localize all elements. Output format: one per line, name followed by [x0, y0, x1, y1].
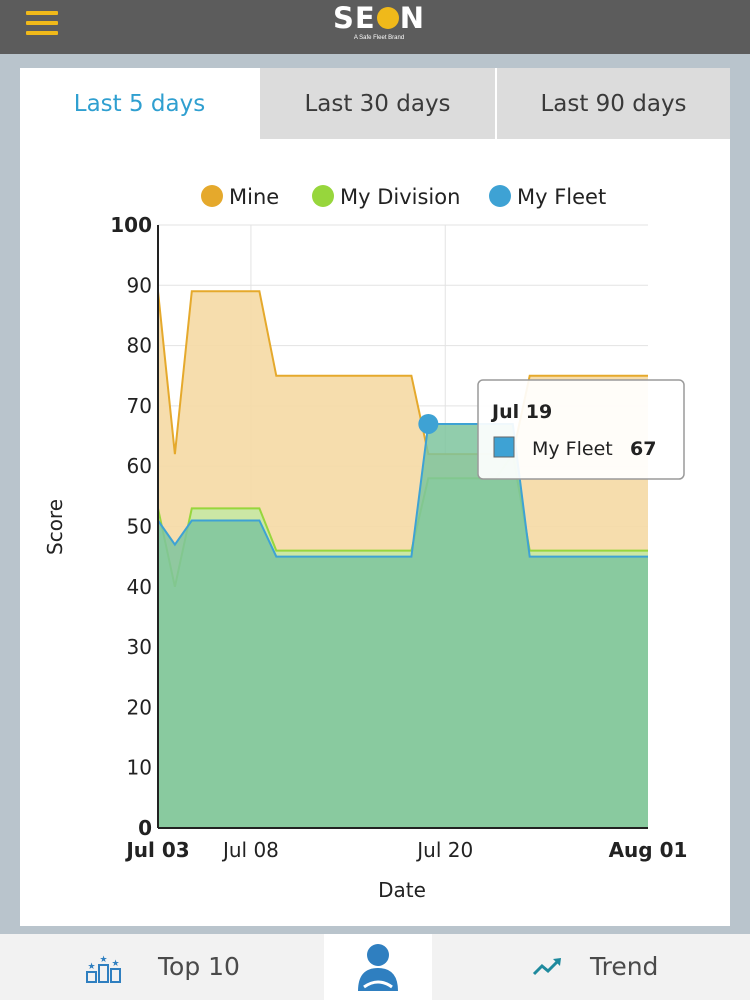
- menu-icon[interactable]: [26, 11, 58, 35]
- y-tick-70: 70: [127, 394, 152, 418]
- tooltip-series: My Fleet: [532, 438, 613, 460]
- tab-last-5-days[interactable]: Last 5 days: [20, 68, 259, 139]
- y-tick-30: 30: [127, 635, 152, 659]
- tooltip-date: Jul 19: [490, 401, 552, 423]
- legend-dot-my-fleet: [489, 185, 511, 207]
- tab-last-90-days[interactable]: Last 90 days: [495, 68, 730, 139]
- y-tick-60: 60: [127, 454, 152, 478]
- y-tick-0: 0: [138, 816, 152, 840]
- svg-text:★: ★: [87, 962, 95, 972]
- chart-legend: Mine My Division My Fleet: [201, 185, 606, 209]
- chart-areas: [157, 290, 648, 828]
- svg-text:★: ★: [111, 959, 119, 969]
- top10-nav-button[interactable]: ★ ★ ★ Top 10: [0, 934, 324, 1000]
- x-tick-1: Jul 08: [221, 838, 279, 862]
- tooltip-box: [477, 379, 685, 480]
- legend-label-my-division: My Division: [340, 185, 460, 209]
- y-tick-100: 100: [110, 213, 152, 237]
- y-tick-10: 10: [127, 756, 152, 780]
- legend-label-my-fleet: My Fleet: [517, 185, 606, 209]
- x-tick-3: Aug 01: [609, 838, 688, 862]
- tooltip-value: 67: [630, 438, 656, 460]
- trend-line-icon: [532, 958, 561, 976]
- trend-label: Trend: [590, 952, 659, 981]
- y-tick-90: 90: [127, 273, 152, 297]
- podium-stars-icon: ★ ★ ★: [86, 955, 121, 983]
- x-tick-0: Jul 03: [124, 838, 189, 862]
- score-chart[interactable]: Mine My Division My Fleet 0 10 20 30 40 50 60 70 8…: [20, 68, 730, 926]
- brand-tagline: A Safe Fleet Brand: [353, 35, 405, 41]
- period-tabs: Last 5 days Last 30 days Last 90 days: [20, 68, 730, 139]
- tooltip-swatch: [493, 436, 515, 458]
- bottom-nav: ★ ★ ★ Top 10 Trend: [0, 934, 750, 1000]
- driver-icon: [358, 944, 398, 991]
- score-card: Last 5 days Last 30 days Last 90 days Mi…: [20, 68, 730, 926]
- driver-nav-button[interactable]: [324, 934, 432, 1000]
- legend-dot-mine: [201, 185, 223, 207]
- y-tick-50: 50: [127, 515, 152, 539]
- chart-tooltip: Jul 19 My Fleet 67: [418, 379, 685, 480]
- svg-text:★: ★: [99, 955, 107, 965]
- y-tick-80: 80: [127, 334, 152, 358]
- top10-label: Top 10: [158, 952, 240, 981]
- chart-axes: [157, 225, 648, 829]
- legend-label-mine: Mine: [229, 185, 279, 209]
- chart-ticks: 0 10 20 30 40 50 60 70 80 90 100 Jul 03 Jul 08 Jul 20…: [110, 213, 687, 862]
- top-app-bar: SE N A Safe Fleet Brand: [0, 0, 750, 54]
- x-tick-2: Jul 20: [415, 838, 473, 862]
- x-axis-label: Date: [378, 878, 426, 902]
- tooltip-point: [418, 413, 439, 434]
- tab-last-30-days[interactable]: Last 30 days: [259, 68, 495, 139]
- y-axis-label: Score: [43, 499, 67, 555]
- y-tick-20: 20: [127, 695, 152, 719]
- y-tick-40: 40: [127, 575, 152, 599]
- brand-logo: SE N A Safe Fleet Brand: [330, 2, 428, 46]
- trend-nav-button[interactable]: Trend: [432, 934, 750, 1000]
- legend-dot-my-division: [312, 185, 334, 207]
